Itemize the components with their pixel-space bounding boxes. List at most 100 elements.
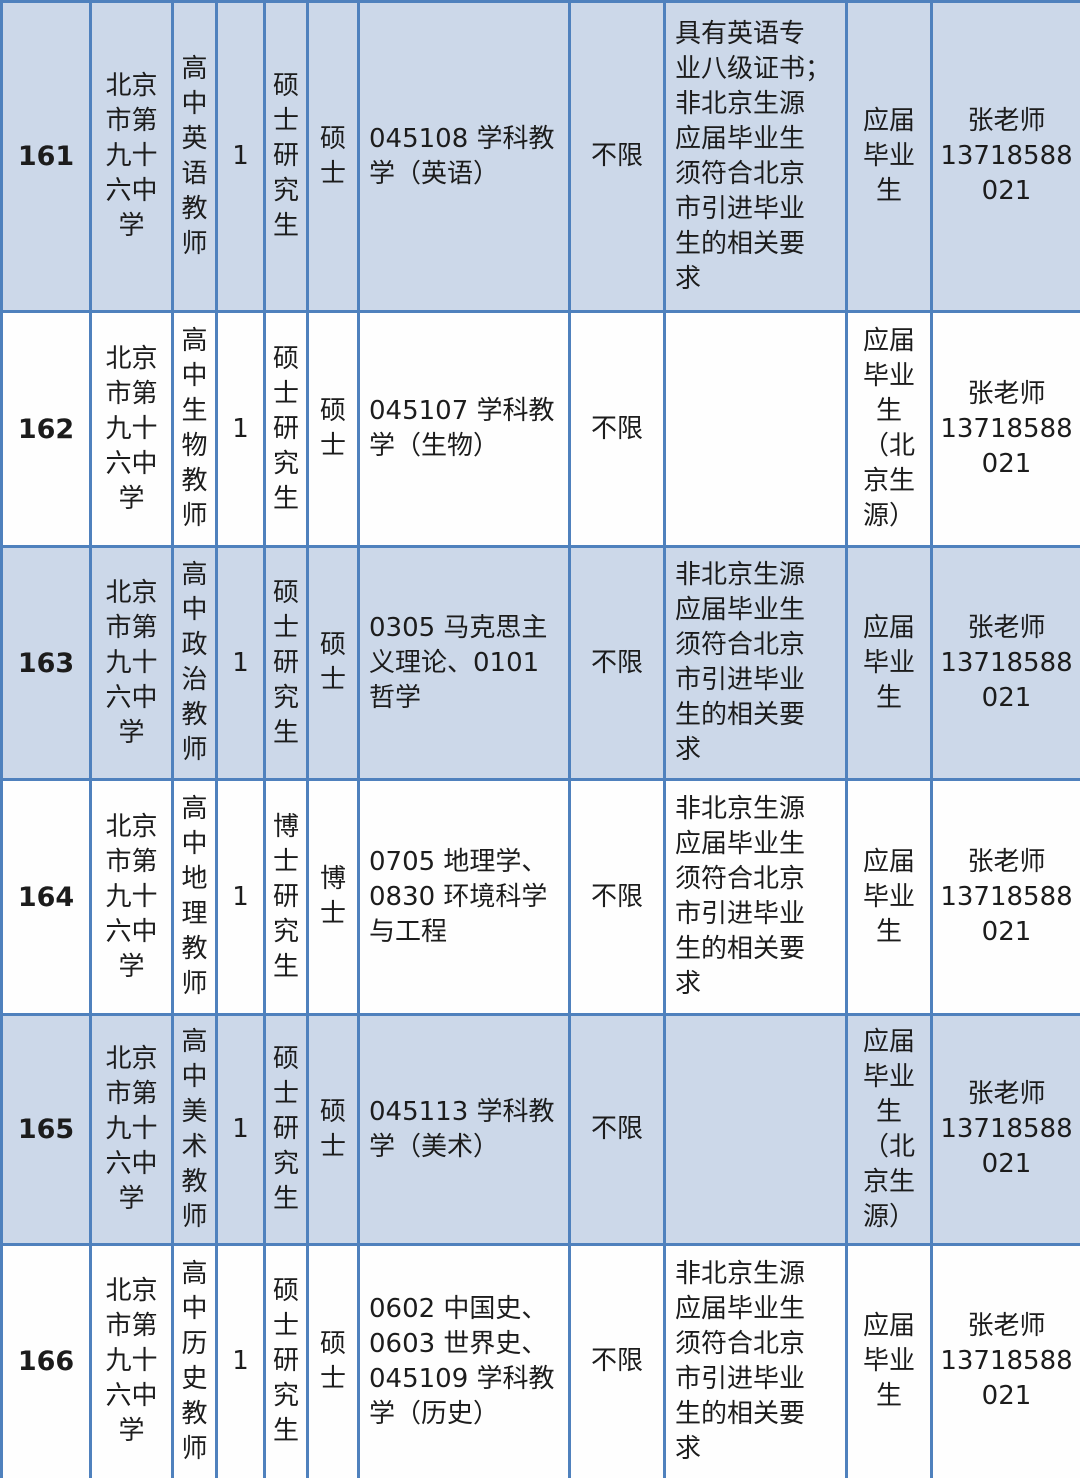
cell-text: 具有英语专 业八级证书； 非北京生源 应届毕业生 须符合北京 市引进毕业 生的相… <box>675 18 832 294</box>
cell-major: 045107 学科教 学（生物） <box>357 310 571 548</box>
cell-education: 博 士 研 究 生 <box>263 778 309 1016</box>
cell-no: 165 <box>0 1013 92 1246</box>
cell-education: 硕 士 研 究 生 <box>263 0 309 313</box>
cell-text: 1 <box>232 1346 249 1377</box>
cell-requirements: 具有英语专 业八级证书； 非北京生源 应届毕业生 须符合北京 市引进毕业 生的相… <box>663 0 848 313</box>
cell-text: 不限 <box>590 1114 643 1144</box>
cell-text: 非北京生源 应届毕业生 须符合北京 市引进毕业 生的相关要 求 <box>675 794 806 999</box>
cell-position: 高 中 政 治 教 师 <box>171 545 218 781</box>
cell-text: 1 <box>232 881 249 912</box>
cell-school: 北京 市第 九十 六中 学 <box>89 1013 174 1246</box>
table-row: 162 北京 市第 九十 六中 学高 中 生 物 教 师 1 硕 士 研 究 生硕 士… <box>0 310 1080 548</box>
cell-text: 161 <box>17 141 75 172</box>
cell-household: 不限 <box>568 545 666 781</box>
cell-text: 硕 士 <box>319 630 346 695</box>
cell-text: 不限 <box>590 1346 643 1377</box>
cell-school: 北京 市第 九十 六中 学 <box>89 1243 174 1478</box>
cell-requirements <box>663 1013 848 1246</box>
cell-household: 不限 <box>568 1013 666 1246</box>
cell-text: 张老师 13718588 021 <box>940 106 1073 206</box>
cell-education: 硕 士 研 究 生 <box>263 545 309 781</box>
cell-text: 高 中 美 术 教 师 <box>181 1026 208 1232</box>
cell-text: 0705 地理学、 0830 环境科学 与工程 <box>369 846 548 947</box>
cell-household: 不限 <box>568 778 666 1016</box>
cell-no: 166 <box>0 1243 92 1478</box>
cell-text: 北京 市第 九十 六中 学 <box>105 577 158 748</box>
cell-text: 硕 士 研 究 生 <box>272 343 299 514</box>
cell-text: 硕 士 <box>319 1096 346 1162</box>
cell-graduate-type: 应届 毕业 生 （北 京生 源） <box>845 310 933 548</box>
cell-text: 高 中 地 理 教 师 <box>181 794 208 999</box>
cell-graduate-type: 应届 毕业 生 <box>845 545 933 781</box>
cell-contact: 张老师 13718588 021 <box>930 0 1080 313</box>
cell-text: 162 <box>17 413 75 445</box>
cell-education: 硕 士 研 究 生 <box>263 310 309 548</box>
cell-text: 1 <box>232 141 249 171</box>
cell-text: 北京 市第 九十 六中 学 <box>105 811 158 982</box>
cell-no: 163 <box>0 545 92 781</box>
cell-text: 北京 市第 九十 六中 学 <box>105 71 158 241</box>
cell-education: 硕 士 研 究 生 <box>263 1013 309 1246</box>
cell-education: 硕 士 研 究 生 <box>263 1243 309 1478</box>
cell-contact: 张老师 13718588 021 <box>930 310 1080 548</box>
cell-text: 0305 马克思主 义理论、0101 哲学 <box>369 612 548 713</box>
cell-text: 博 士 <box>319 864 346 929</box>
cell-text: 045108 学科教 学（英语） <box>369 123 555 189</box>
cell-household: 不限 <box>568 310 666 548</box>
cell-text: 应届 毕业 生 <box>862 106 915 206</box>
cell-degree: 硕 士 <box>306 1243 360 1478</box>
cell-text: 应届 毕业 生 <box>862 1311 915 1412</box>
cell-major: 045113 学科教 学（美术） <box>357 1013 571 1246</box>
cell-text: 硕 士 研 究 生 <box>272 71 299 241</box>
cell-no: 161 <box>0 0 92 313</box>
cell-text: 045113 学科教 学（美术） <box>369 1096 555 1162</box>
cell-count: 1 <box>215 1243 266 1478</box>
cell-major: 0602 中国史、 0603 世界史、 045109 学科教 学（历史） <box>357 1243 571 1478</box>
cell-position: 高 中 美 术 教 师 <box>171 1013 218 1246</box>
table-row: 165 北京 市第 九十 六中 学高 中 美 术 教 师 1 硕 士 研 究 生硕 士… <box>0 1013 1080 1246</box>
cell-text: 张老师 13718588 021 <box>940 846 1073 947</box>
cell-household: 不限 <box>568 1243 666 1478</box>
cell-text: 不限 <box>590 647 643 678</box>
cell-text: 硕 士 研 究 生 <box>272 1044 299 1214</box>
cell-text: 北京 市第 九十 六中 学 <box>105 1276 158 1447</box>
cell-school: 北京 市第 九十 六中 学 <box>89 310 174 548</box>
cell-count: 1 <box>215 778 266 1016</box>
cell-text: 北京 市第 九十 六中 学 <box>105 1044 158 1214</box>
cell-degree: 硕 士 <box>306 1013 360 1246</box>
cell-text: 0602 中国史、 0603 世界史、 045109 学科教 学（历史） <box>369 1293 555 1429</box>
cell-text: 北京 市第 九十 六中 学 <box>105 343 158 514</box>
cell-text: 高 中 历 史 教 师 <box>181 1258 208 1464</box>
cell-text: 不限 <box>590 141 643 171</box>
cell-text: 硕 士 <box>319 396 346 461</box>
cell-requirements: 非北京生源 应届毕业生 须符合北京 市引进毕业 生的相关要 求 <box>663 778 848 1016</box>
table-row: 166 北京 市第 九十 六中 学高 中 历 史 教 师 1 硕 士 研 究 生硕 士… <box>0 1243 1080 1478</box>
cell-text: 高 中 生 物 教 师 <box>181 326 208 531</box>
cell-text: 1 <box>232 1114 249 1144</box>
cell-text: 1 <box>232 413 249 444</box>
cell-requirements: 非北京生源 应届毕业生 须符合北京 市引进毕业 生的相关要 求 <box>663 1243 848 1478</box>
cell-text: 不限 <box>590 881 643 912</box>
cell-major: 0305 马克思主 义理论、0101 哲学 <box>357 545 571 781</box>
cell-position: 高 中 历 史 教 师 <box>171 1243 218 1478</box>
cell-degree: 硕 士 <box>306 545 360 781</box>
cell-text: 张老师 13718588 021 <box>940 378 1073 479</box>
cell-graduate-type: 应届 毕业 生 （北 京生 源） <box>845 1013 933 1246</box>
cell-major: 0705 地理学、 0830 环境科学 与工程 <box>357 778 571 1016</box>
cell-text: 不限 <box>590 413 643 444</box>
cell-contact: 张老师 13718588 021 <box>930 778 1080 1016</box>
cell-text: 高 中 政 治 教 师 <box>181 560 208 765</box>
cell-text: 045107 学科教 学（生物） <box>369 396 555 461</box>
cell-requirements: 非北京生源 应届毕业生 须符合北京 市引进毕业 生的相关要 求 <box>663 545 848 781</box>
cell-no: 162 <box>0 310 92 548</box>
cell-text: 应届 毕业 生 <box>862 846 915 947</box>
cell-position: 高 中 地 理 教 师 <box>171 778 218 1016</box>
table-row: 163 北京 市第 九十 六中 学高 中 政 治 教 师 1 硕 士 研 究 生硕 士… <box>0 545 1080 781</box>
cell-count: 1 <box>215 0 266 313</box>
cell-text: 张老师 13718588 021 <box>940 612 1073 713</box>
cell-text: 165 <box>17 1114 75 1145</box>
table-row: 161 北京 市第 九十 六中 学高 中 英 语 教 师 1 硕 士 研 究 生硕 士… <box>0 0 1080 313</box>
cell-count: 1 <box>215 545 266 781</box>
cell-degree: 博 士 <box>306 778 360 1016</box>
